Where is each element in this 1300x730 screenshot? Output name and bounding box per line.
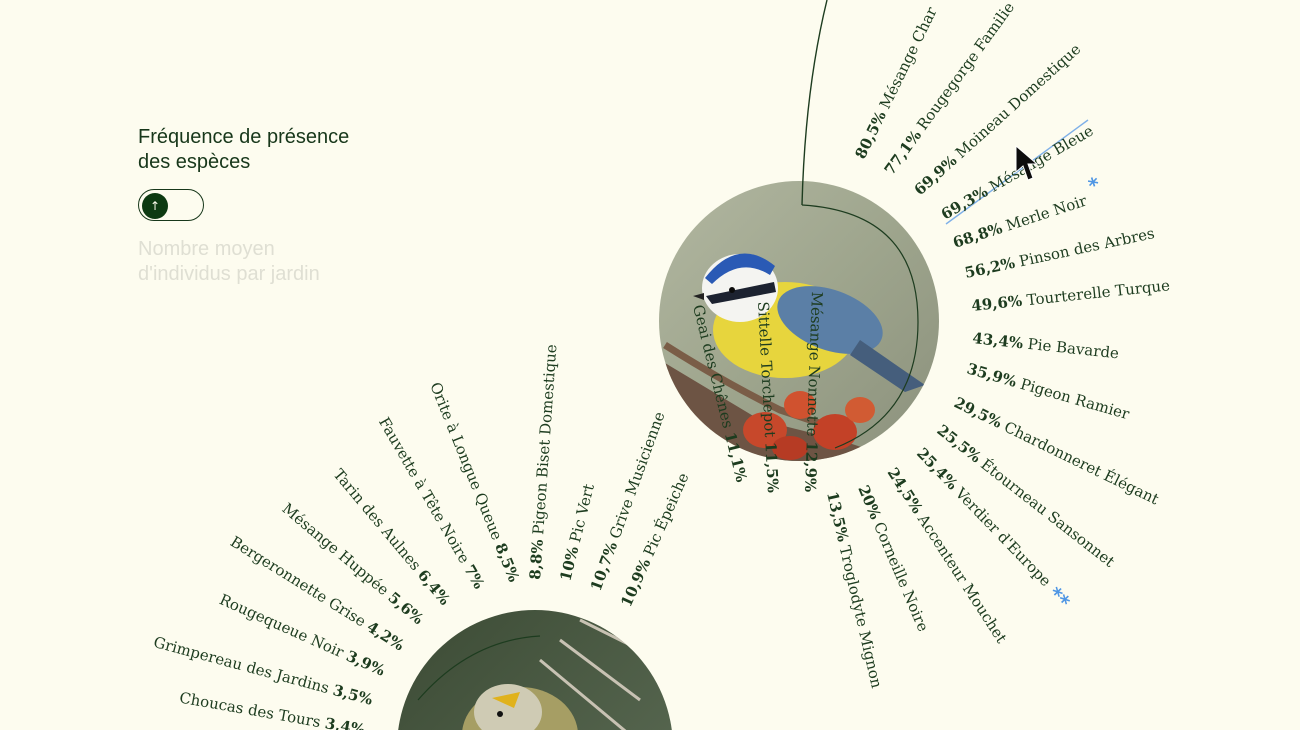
- species-name: Pigeon Ramier: [1014, 374, 1132, 424]
- species-percent: 69,9%: [911, 152, 961, 199]
- species-percent: 4,2%: [364, 618, 408, 655]
- species-label-orite-a-longue-queue[interactable]: Orite à Longue Queue 8,5%: [426, 380, 523, 585]
- species-label-fauvette-a-tete-noire[interactable]: Fauvette à Tête Noire 7%: [375, 414, 488, 592]
- species-name: Tourterelle Turque: [1021, 276, 1171, 309]
- species-percent: 25,4%: [913, 444, 961, 493]
- species-percent: 80,5%: [851, 108, 889, 162]
- species-percent: 12,9%: [801, 441, 821, 492]
- species-label-pie-bavarde[interactable]: 43,4% Pie Bavarde: [972, 329, 1120, 362]
- species-percent: 68,8%: [951, 219, 1005, 252]
- species-percent: 29,5%: [951, 393, 1005, 431]
- species-percent: 3,5%: [331, 681, 375, 709]
- species-name: Troglodyte Mignon: [835, 539, 886, 690]
- species-percent: 13,5%: [823, 490, 852, 544]
- species-name: Pinson des Arbres: [1013, 224, 1156, 271]
- species-percent: 49,6%: [971, 292, 1023, 315]
- species-percent: 5,6%: [385, 588, 427, 628]
- species-percent: 8,5%: [491, 540, 523, 584]
- highlight-underline: [945, 119, 1089, 225]
- species-label-pigeon-biset-domestique[interactable]: 8,8% Pigeon Biset Domestique: [526, 344, 560, 581]
- arrow-up-icon: ↑: [142, 192, 168, 219]
- species-percent: 56,2%: [963, 254, 1016, 282]
- species-percent: 24,5%: [884, 464, 927, 516]
- species-name: Pic Épeiche: [638, 470, 693, 563]
- species-label-mesange-charbonniere[interactable]: 80,5% Mésange Char: [851, 3, 941, 161]
- species-name: Mésange Bleue: [982, 122, 1097, 199]
- species-name: Choucas des Tours: [178, 689, 327, 730]
- species-percent: 6,4%: [414, 566, 454, 608]
- species-label-pic-vert[interactable]: 10% Pic Vert: [556, 482, 598, 583]
- chart-arc-outer: [801, 0, 828, 206]
- species-name: Pigeon Biset Domestique: [529, 344, 561, 541]
- chart-arc-lower: [417, 635, 541, 701]
- species-name: Pic Vert: [565, 482, 598, 549]
- species-label-mesange-nonnette[interactable]: Mésange Nonnette 12,9%: [801, 291, 826, 492]
- species-percent: 3,9%: [344, 647, 388, 680]
- species-percent: 8,8%: [526, 539, 547, 581]
- metric-toggle[interactable]: ↑: [138, 189, 204, 221]
- chart-arc-inner: [801, 204, 919, 449]
- species-name: Merle Noir: [999, 191, 1090, 236]
- species-percent: 10,7%: [587, 539, 621, 593]
- legend-panel: Fréquence de présence des espèces ↑ Nomb…: [138, 125, 418, 287]
- species-percent: 10,9%: [617, 556, 654, 610]
- species-name: Pie Bavarde: [1022, 334, 1120, 362]
- species-percent: 69,3%: [938, 182, 991, 223]
- species-percent: 11,5%: [761, 442, 782, 494]
- species-label-tourterelle-turque[interactable]: 49,6% Tourterelle Turque: [971, 276, 1171, 315]
- legend-title: Fréquence de présence des espèces: [138, 126, 350, 173]
- species-percent: 43,4%: [972, 329, 1024, 352]
- species-name: Mésange Nonnette: [803, 291, 826, 441]
- blue-tit-photo: [659, 181, 939, 461]
- species-percent: 35,9%: [965, 360, 1019, 391]
- species-percent: 10%: [556, 545, 582, 583]
- species-percent: 3,4%: [324, 714, 367, 730]
- mouse-pointer-icon: [1015, 144, 1038, 181]
- species-label-grive-musicienne[interactable]: 10,7% Grive Musicienne: [587, 409, 669, 593]
- goldcrest-photo: [397, 610, 673, 730]
- legend-alt-metric[interactable]: Nombre moyen d'individus par jardin: [138, 238, 320, 285]
- species-percent: 77,1%: [881, 127, 925, 179]
